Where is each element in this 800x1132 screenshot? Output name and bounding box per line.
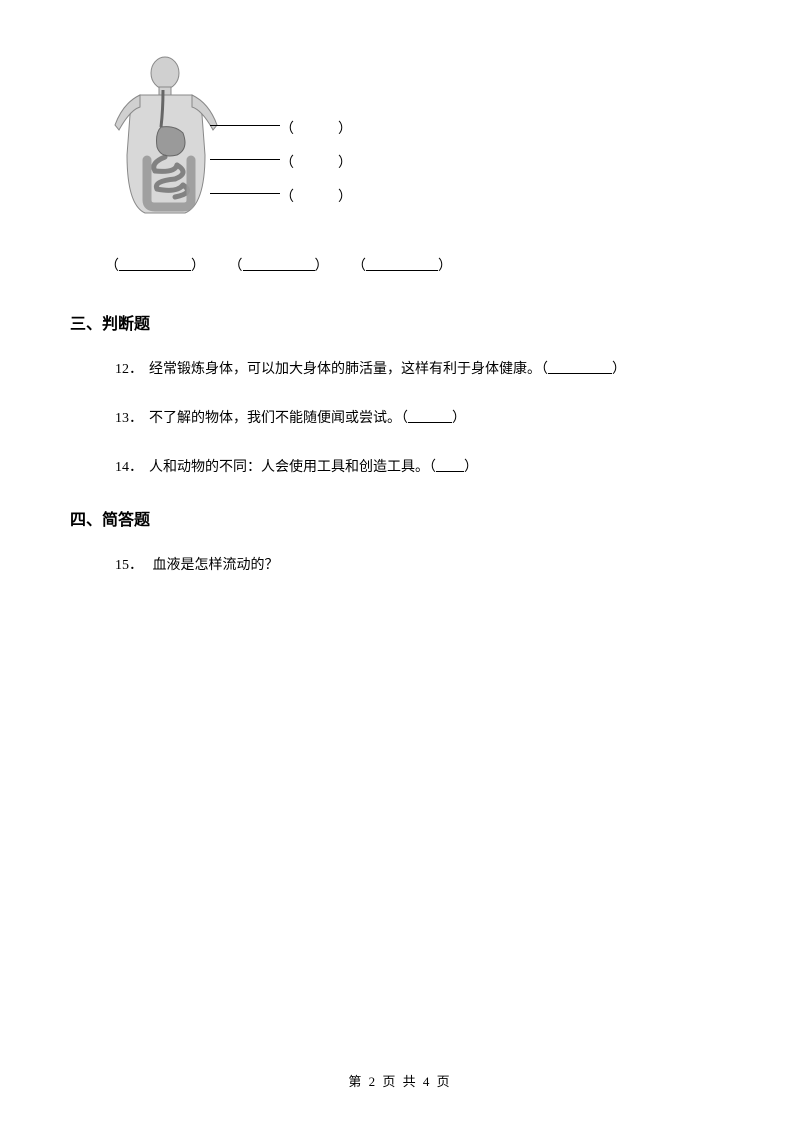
question-number: 15． (115, 555, 143, 576)
answer-underline (408, 422, 452, 423)
question-14: 14． 人和动物的不同：人会使用工具和创造工具。（ ） (115, 457, 730, 478)
question-text: 经常锻炼身体，可以加大身体的肺活量，这样有利于身体健康。（ (149, 362, 548, 377)
page-footer: 第 2 页 共 4 页 (0, 1071, 800, 1090)
question-15: 15． 血液是怎样流动的？ (115, 555, 730, 576)
blank-group-3: （） (352, 255, 452, 275)
leader-line-2 (210, 159, 280, 160)
question-12: 12． 经常锻炼身体，可以加大身体的肺活量，这样有利于身体健康。（ ） (115, 359, 730, 380)
leader-line-3 (210, 193, 280, 194)
diagram-blank-1: （） (280, 118, 396, 138)
answer-underline (436, 471, 464, 472)
question-text: 血液是怎样流动的？ (149, 558, 279, 573)
blanks-row: （） （） （） (105, 255, 730, 275)
answer-underline (548, 373, 612, 374)
paren-close: ） (612, 362, 626, 377)
question-text: 不了解的物体，我们不能随便闻或尝试。（ (149, 411, 408, 426)
page-content: （） （） （） （） （） （） 三、判断题 12． 经常锻炼身体，可以加大身体… (0, 0, 800, 576)
paren-close: ） (452, 411, 466, 426)
question-13: 13． 不了解的物体，我们不能随便闻或尝试。（ ） (115, 408, 730, 429)
blank-underline (119, 270, 191, 271)
human-body-figure (105, 55, 235, 230)
question-text: 人和动物的不同：人会使用工具和创造工具。（ (149, 460, 436, 475)
blank-group-2: （） (229, 255, 329, 275)
question-number: 13． (115, 408, 143, 429)
diagram-blank-3: （） (280, 186, 396, 206)
paren-close: ） (464, 460, 478, 475)
section-heading-short-answer: 四、简答题 (70, 506, 730, 530)
section-heading-judgment: 三、判断题 (70, 310, 730, 334)
diagram-blank-2: （） (280, 152, 396, 172)
question-number: 14． (115, 457, 143, 478)
blank-underline (366, 270, 438, 271)
blank-underline (243, 270, 315, 271)
question-number: 12． (115, 359, 143, 380)
blank-group-1: （） (105, 255, 205, 275)
leader-line-1 (210, 125, 280, 126)
anatomy-diagram: （） （） （） (105, 55, 730, 225)
